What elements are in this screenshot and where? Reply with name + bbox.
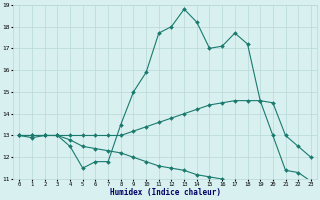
X-axis label: Humidex (Indice chaleur): Humidex (Indice chaleur): [110, 188, 220, 197]
